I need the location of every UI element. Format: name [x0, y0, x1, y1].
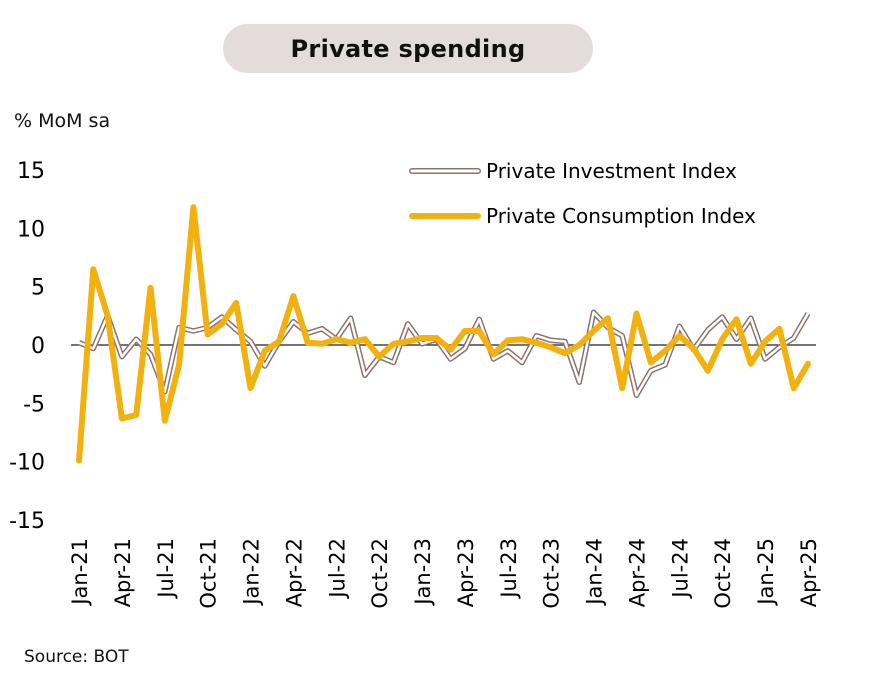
x-tick-label: Jan-21 — [68, 538, 92, 607]
y-axis-unit-label: % MoM sa — [14, 110, 111, 132]
x-tick-label: Apr-22 — [282, 538, 306, 607]
y-tick-label: -10 — [9, 451, 45, 476]
legend-label-private-investment: Private Investment Index — [486, 159, 737, 183]
legend-item-private-consumption: Private Consumption Index — [409, 204, 756, 228]
x-tick-label: Jul-22 — [325, 538, 349, 600]
y-axis-ticks: 15 10 5 0 -5 -10 -15 — [9, 159, 45, 534]
chart-title: Private spending — [290, 34, 526, 63]
legend-item-private-investment: Private Investment Index — [409, 159, 737, 183]
x-tick-label: Oct-24 — [711, 538, 735, 609]
y-tick-label: 10 — [17, 217, 45, 242]
x-tick-label: Jan-24 — [583, 538, 607, 607]
x-tick-label: Jan-23 — [411, 538, 435, 607]
x-tick-label: Oct-22 — [368, 538, 392, 609]
x-tick-label: Oct-23 — [540, 538, 564, 609]
source-note: Source: BOT — [24, 647, 129, 667]
x-tick-label: Jan-22 — [240, 538, 264, 607]
x-tick-label: Jul-24 — [668, 538, 692, 600]
legend-label-private-consumption: Private Consumption Index — [486, 204, 756, 228]
y-tick-label: -5 — [23, 392, 45, 417]
series-line-private-consumption-index — [76, 204, 811, 464]
y-tick-label: 15 — [17, 159, 45, 184]
y-tick-label: 0 — [31, 334, 45, 359]
x-tick-label: Jan-25 — [754, 538, 778, 607]
title-pill: Private spending — [223, 24, 593, 73]
x-tick-label: Jul-23 — [497, 538, 521, 600]
x-tick-label: Jul-21 — [154, 538, 178, 600]
x-tick-label: Apr-24 — [625, 538, 649, 607]
series-layer — [76, 204, 811, 464]
x-tick-label: Apr-25 — [797, 538, 821, 607]
x-axis-ticks: Jan-21 Apr-21 Jul-21 Oct-21 Jan-22 Apr-22 Jul-… — [68, 538, 821, 609]
x-tick-label: Apr-23 — [454, 538, 478, 607]
legend: Private Investment Index Private Consump… — [409, 159, 756, 228]
y-tick-label: -15 — [9, 509, 45, 534]
x-tick-label: Apr-21 — [111, 538, 135, 607]
series-line-private-investment-index — [78, 311, 810, 397]
x-tick-label: Oct-21 — [197, 538, 221, 609]
y-tick-label: 5 — [31, 276, 45, 301]
